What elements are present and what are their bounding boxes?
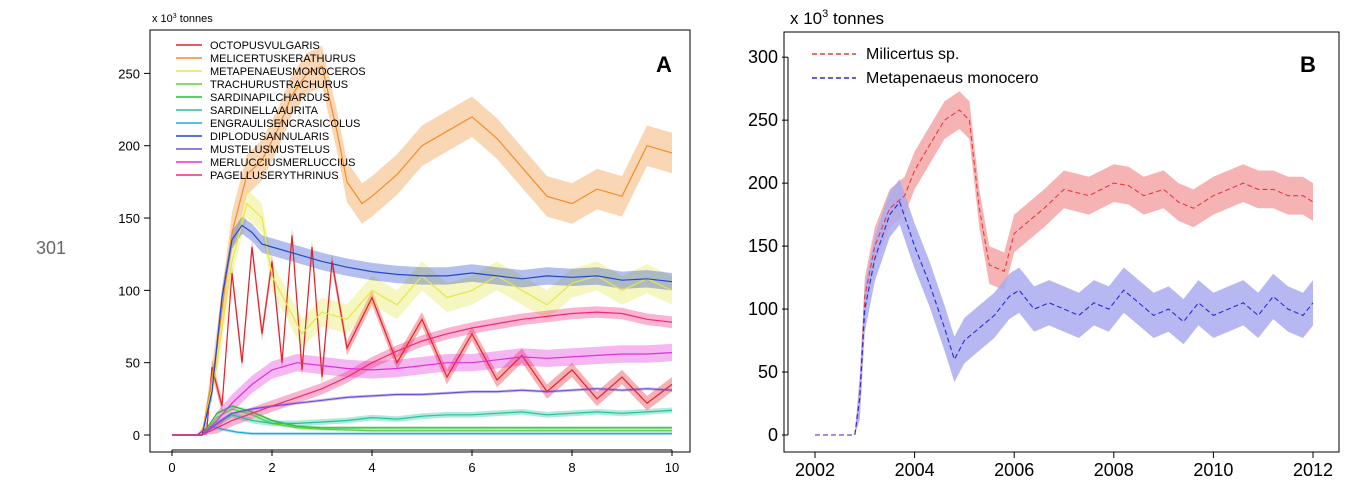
y-tick-label-a-5: 250 <box>118 66 140 81</box>
legend-label-a-0: OCTOPUSVULGARIS <box>210 40 320 52</box>
series-line-a-5 <box>172 409 673 436</box>
legend-label-a-4: SARDINAPILCHARDUS <box>210 92 330 104</box>
y-tick-label-a-3: 150 <box>118 211 140 226</box>
legend-label-a-3: TRACHURUSTRACHURUS <box>210 79 348 91</box>
y-tick-label-b-1: 50 <box>758 362 778 382</box>
x-tick-label-a-5: 10 <box>665 460 679 475</box>
x-tick-label-b-3: 2008 <box>1094 460 1134 480</box>
ylabel-a-prefix: x 10 <box>152 13 173 25</box>
panel-label-b: B <box>1300 52 1316 77</box>
ylabel-a-exp: 3 <box>173 13 177 20</box>
y-tick-label-b-2: 100 <box>748 299 778 319</box>
lines-b <box>815 109 1314 436</box>
x-tick-label-b-4: 2010 <box>1193 460 1233 480</box>
x-tick-label-a-2: 4 <box>368 460 375 475</box>
series-line-a-0 <box>172 235 673 436</box>
y-tick-label-a-1: 50 <box>126 356 140 371</box>
series-band-b-1 <box>815 179 1313 435</box>
y-tick-label-b-6: 300 <box>748 47 778 67</box>
legend-b: Milicertus sp. Metapenaeus monocero <box>812 46 1039 87</box>
legend-label-a-9: MERLUCCIUSMERLUCCIUS <box>210 157 355 169</box>
bands-b <box>815 91 1313 435</box>
series-line-a-9 <box>172 352 673 436</box>
ylabel-a-suffix: tonnes <box>177 13 214 25</box>
y-tick-label-a-4: 200 <box>118 139 140 154</box>
series-band-b-0 <box>815 91 1313 435</box>
x-tick-label-a-3: 6 <box>468 460 475 475</box>
y-tick-label-b-5: 250 <box>748 110 778 130</box>
series-line-b-1 <box>815 200 1314 436</box>
legend-label-a-2: METAPENAEUSMONOCEROS <box>210 66 366 78</box>
y-tick-label-b-0: 0 <box>768 425 778 445</box>
legend-label-b-0: Milicertus sp. <box>866 46 959 63</box>
series-line-a-1 <box>172 65 673 436</box>
panel-label-a: A <box>656 52 672 77</box>
x-tick-label-a-1: 2 <box>268 460 275 475</box>
axis-b: 2002 2004 2006 2008 2010 2012 0 50 100 150 200 250 3… <box>748 47 1333 480</box>
legend-label-b-1: Metapenaeus monocero <box>866 70 1039 87</box>
x-tick-label-b-1: 2004 <box>895 460 935 480</box>
series-band-a-7 <box>172 216 672 435</box>
ylabel-b-prefix: x 10 <box>790 9 822 28</box>
series-line-a-4 <box>172 405 672 436</box>
series-line-b-0 <box>815 109 1314 436</box>
ylabel-b-suffix: tonnes <box>828 9 884 28</box>
legend-label-a-5: SARDINELLAAURITA <box>210 105 319 117</box>
legend-label-a-7: DIPLODUSANNULARIS <box>210 131 329 143</box>
legend-label-a-6: ENGRAULISENCRASICOLUS <box>210 118 360 130</box>
y-tick-label-a-2: 100 <box>118 283 140 298</box>
legend-a: OCTOPUSVULGARISMELICERTUSKERATHURUSMETAP… <box>176 40 366 182</box>
series-line-a-7 <box>172 224 673 436</box>
series-band-a-0 <box>172 228 672 435</box>
x-tick-label-b-5: 2012 <box>1293 460 1333 480</box>
series-band-a-9 <box>172 343 672 435</box>
x-tick-label-a-0: 0 <box>168 460 175 475</box>
plot-frame-b <box>783 31 1340 453</box>
legend-label-a-8: MUSTELUSMUSTELUS <box>210 144 330 156</box>
series-band-a-6 <box>172 424 672 435</box>
x-tick-label-a-4: 8 <box>568 460 575 475</box>
ylabel-a: x 103 tonnes <box>152 13 213 25</box>
x-tick-label-b-0: 2002 <box>795 460 835 480</box>
legend-label-a-1: MELICERTUSKERATHURUS <box>210 53 356 65</box>
y-tick-label-b-4: 200 <box>748 173 778 193</box>
series-line-a-10 <box>172 311 673 436</box>
legend-label-a-10: PAGELLUSERYTHRINUS <box>210 170 339 182</box>
page-number: 301 <box>36 238 67 258</box>
series-line-a-8 <box>172 388 673 436</box>
x-tick-label-b-2: 2006 <box>994 460 1034 480</box>
ylabel-b: x 103 tonnes <box>790 8 884 28</box>
y-tick-label-a-0: 0 <box>133 428 140 443</box>
y-tick-label-b-3: 150 <box>748 236 778 256</box>
ylabel-b-exp: 3 <box>822 8 828 20</box>
lines-a <box>172 65 673 436</box>
series-line-a-2 <box>172 202 673 436</box>
series-line-a-6 <box>172 425 672 436</box>
